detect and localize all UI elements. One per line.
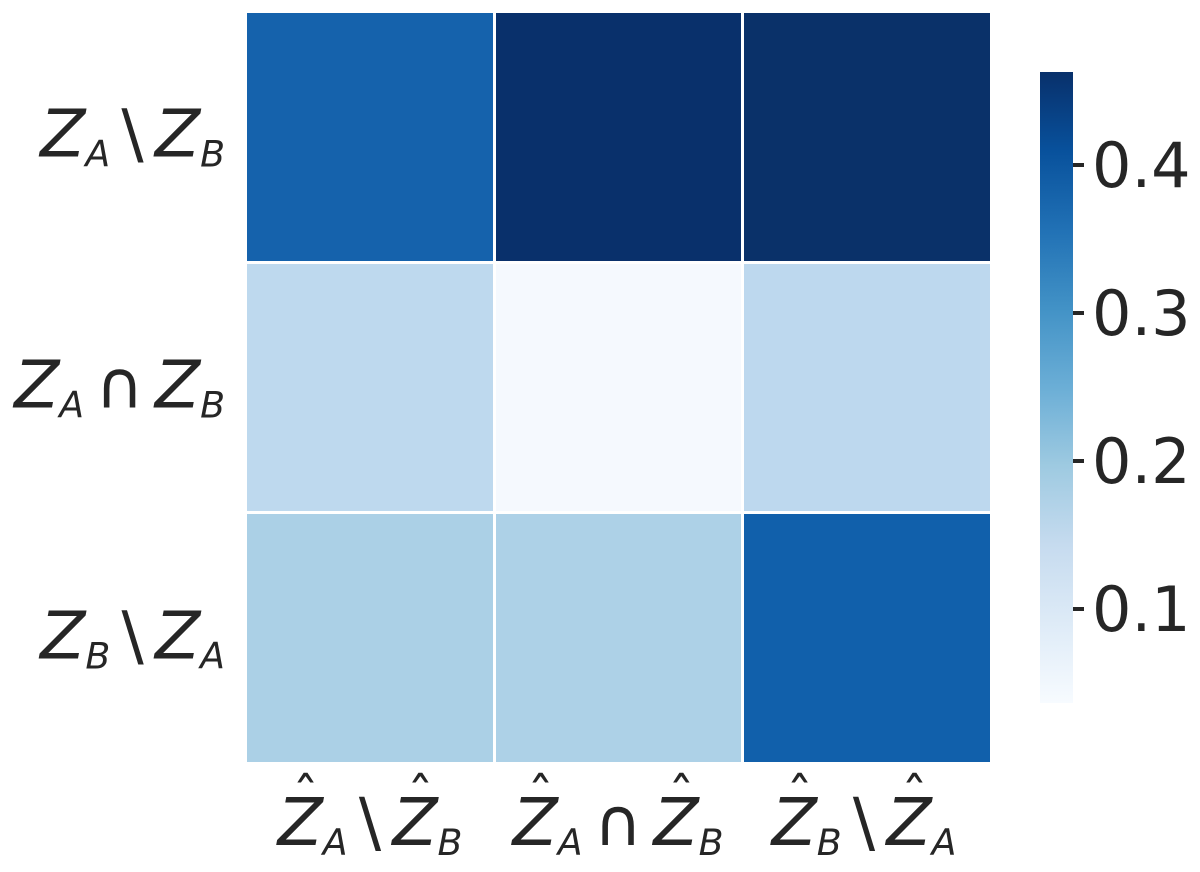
heatmap-cell [247, 263, 493, 512]
heatmap-cell [247, 13, 493, 261]
heatmap-cell [744, 13, 990, 261]
colorbar [1040, 72, 1073, 703]
colorbar-tick-label: 0.2 [1092, 425, 1191, 498]
heatmap [247, 13, 990, 762]
colorbar-tick-label: 0.4 [1092, 129, 1191, 202]
colorbar-tick-label: 0.1 [1092, 573, 1191, 646]
x-tick-label: ˆ ZA ∩ ˆ ZB [512, 767, 724, 865]
heatmap-cell [495, 13, 742, 261]
colorbar-tick [1073, 607, 1084, 611]
y-tick-label: ZB \ ZA [40, 597, 225, 678]
heatmap-cell [247, 514, 493, 762]
heatmap-cell [744, 514, 990, 762]
colorbar-tick-label: 0.3 [1092, 277, 1191, 350]
heatmap-cell [744, 263, 990, 512]
x-tick-label: ˆ ZB \ ˆ ZA [771, 767, 957, 865]
x-tick-label: ˆ ZA \ ˆ ZB [277, 767, 463, 865]
heatmap-cell [495, 263, 742, 512]
y-tick-label: ZA \ ZB [40, 95, 225, 176]
colorbar-tick [1073, 311, 1084, 315]
colorbar-tick [1073, 459, 1084, 463]
y-tick-label: ZA ∩ ZB [14, 346, 225, 427]
heatmap-cell [495, 514, 742, 762]
colorbar-tick [1073, 163, 1084, 167]
